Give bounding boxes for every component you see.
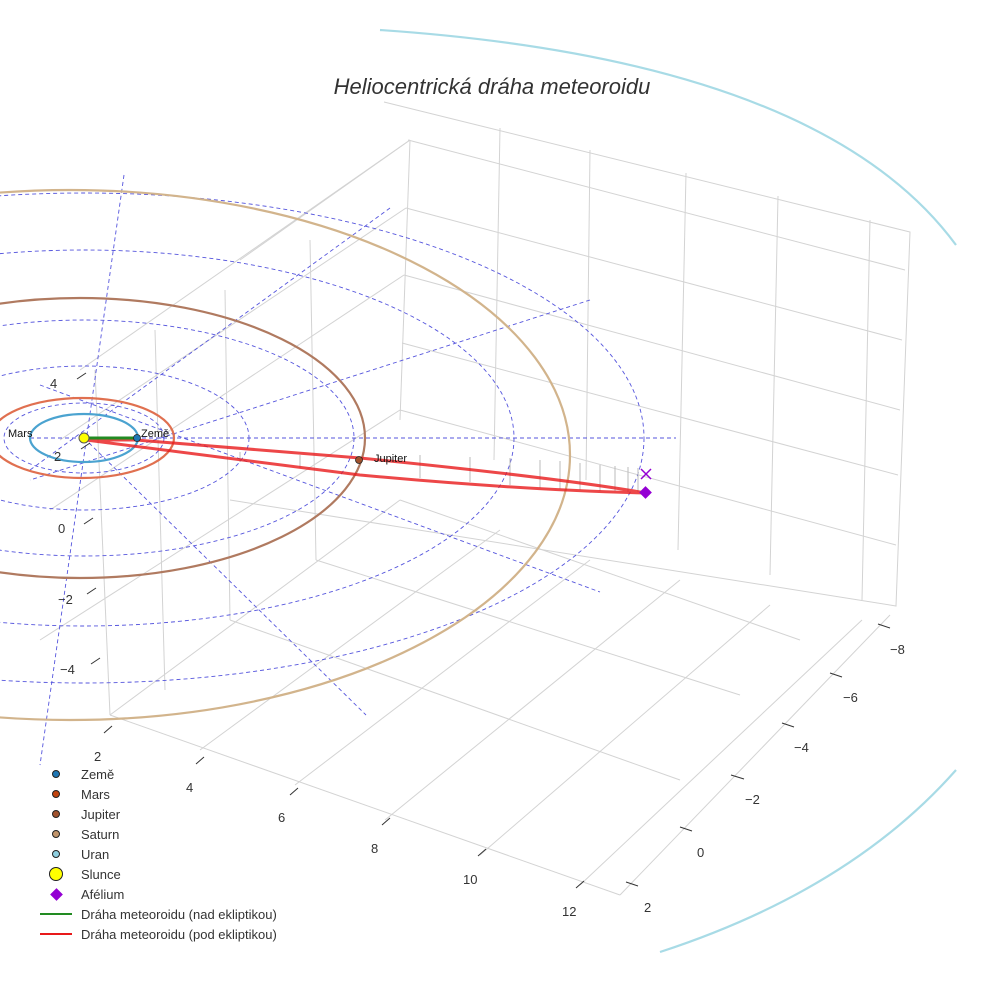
- legend-label: Uran: [81, 846, 110, 862]
- z-tick: 4: [50, 376, 57, 391]
- uran-orbit-lower: [659, 769, 957, 954]
- green-line-icon: [40, 913, 72, 915]
- chart-title: Heliocentrická dráha meteoroidu: [333, 74, 651, 99]
- y-tick: −8: [890, 642, 905, 657]
- jupiter-orbit: [0, 296, 367, 580]
- x-tick: 8: [371, 841, 378, 856]
- saturn-orbit: [0, 188, 571, 722]
- legend-item-saturn[interactable]: Saturn: [36, 824, 277, 844]
- slunce-legend-dot-icon: [49, 867, 63, 881]
- label-jupiter: Jupiter: [374, 453, 407, 465]
- z-tick: −2: [58, 592, 73, 607]
- legend-item-mars[interactable]: Mars: [36, 784, 277, 804]
- jupiter-legend-dot-icon: [52, 810, 60, 818]
- uran-legend-dot-icon: [52, 850, 60, 858]
- z-tick: 2: [54, 449, 61, 464]
- x-tick: 12: [562, 904, 576, 919]
- legend-item-uran[interactable]: Uran: [36, 844, 277, 864]
- z-axis-ticks: [76, 372, 101, 665]
- legend-label: Země: [81, 766, 115, 782]
- x-tick: 4: [186, 780, 193, 795]
- uran-orbit: [379, 28, 957, 246]
- legend-label: Jupiter: [81, 806, 121, 822]
- legend-label: Afélium: [81, 886, 125, 902]
- legend-label: Dráha meteoroidu (pod ekliptikou): [81, 926, 277, 942]
- meteoroid-path-below: [85, 438, 647, 495]
- z-tick: −4: [60, 662, 75, 677]
- legend-label: Slunce: [81, 866, 121, 882]
- y-axis-ticks: [625, 623, 891, 887]
- legend-item-slunce[interactable]: Slunce: [36, 864, 277, 884]
- afelium-legend-diamond-icon: [49, 887, 63, 901]
- legend-item-jupiter[interactable]: Jupiter: [36, 804, 277, 824]
- y-tick: 0: [697, 845, 704, 860]
- y-tick: −4: [794, 740, 809, 755]
- zeme-marker[interactable]: [133, 434, 141, 442]
- y-tick: 2: [644, 900, 651, 915]
- legend: Země Mars Jupiter Saturn Uran Slunce Afé…: [36, 764, 277, 944]
- legend-item-afelium[interactable]: Afélium: [36, 884, 277, 904]
- mars-orbit: [0, 396, 176, 480]
- legend-item-nad-ekliptikou[interactable]: Dráha meteoroidu (nad ekliptikou): [36, 904, 277, 924]
- label-mars: Mars: [8, 428, 33, 440]
- legend-label: Mars: [81, 786, 110, 802]
- saturn-legend-dot-icon: [52, 830, 60, 838]
- jupiter-marker[interactable]: [355, 456, 363, 464]
- x-tick: 2: [94, 749, 101, 764]
- red-line-icon: [40, 933, 72, 935]
- y-tick: −2: [745, 792, 760, 807]
- label-zeme: Země: [141, 428, 169, 440]
- afelium-marker[interactable]: [639, 486, 652, 499]
- projection-droplines: [239, 452, 639, 492]
- x-tick: 6: [278, 810, 285, 825]
- mars-legend-dot-icon: [52, 790, 60, 798]
- ecliptic-grid-dashed: [0, 174, 676, 766]
- slunce-marker[interactable]: [78, 432, 90, 444]
- grid-back-wall: [39, 101, 911, 896]
- afelium-projection-x-icon: [640, 468, 652, 480]
- legend-label: Saturn: [81, 826, 120, 842]
- zeme-legend-dot-icon: [52, 770, 60, 778]
- x-tick: 10: [463, 872, 477, 887]
- x-axis-ticks: [103, 725, 585, 889]
- legend-label: Dráha meteoroidu (nad ekliptikou): [81, 906, 277, 922]
- legend-item-pod-ekliptikou[interactable]: Dráha meteoroidu (pod ekliptikou): [36, 924, 277, 944]
- z-tick: 0: [58, 521, 65, 536]
- y-tick: −6: [843, 690, 858, 705]
- legend-item-zeme[interactable]: Země: [36, 764, 277, 784]
